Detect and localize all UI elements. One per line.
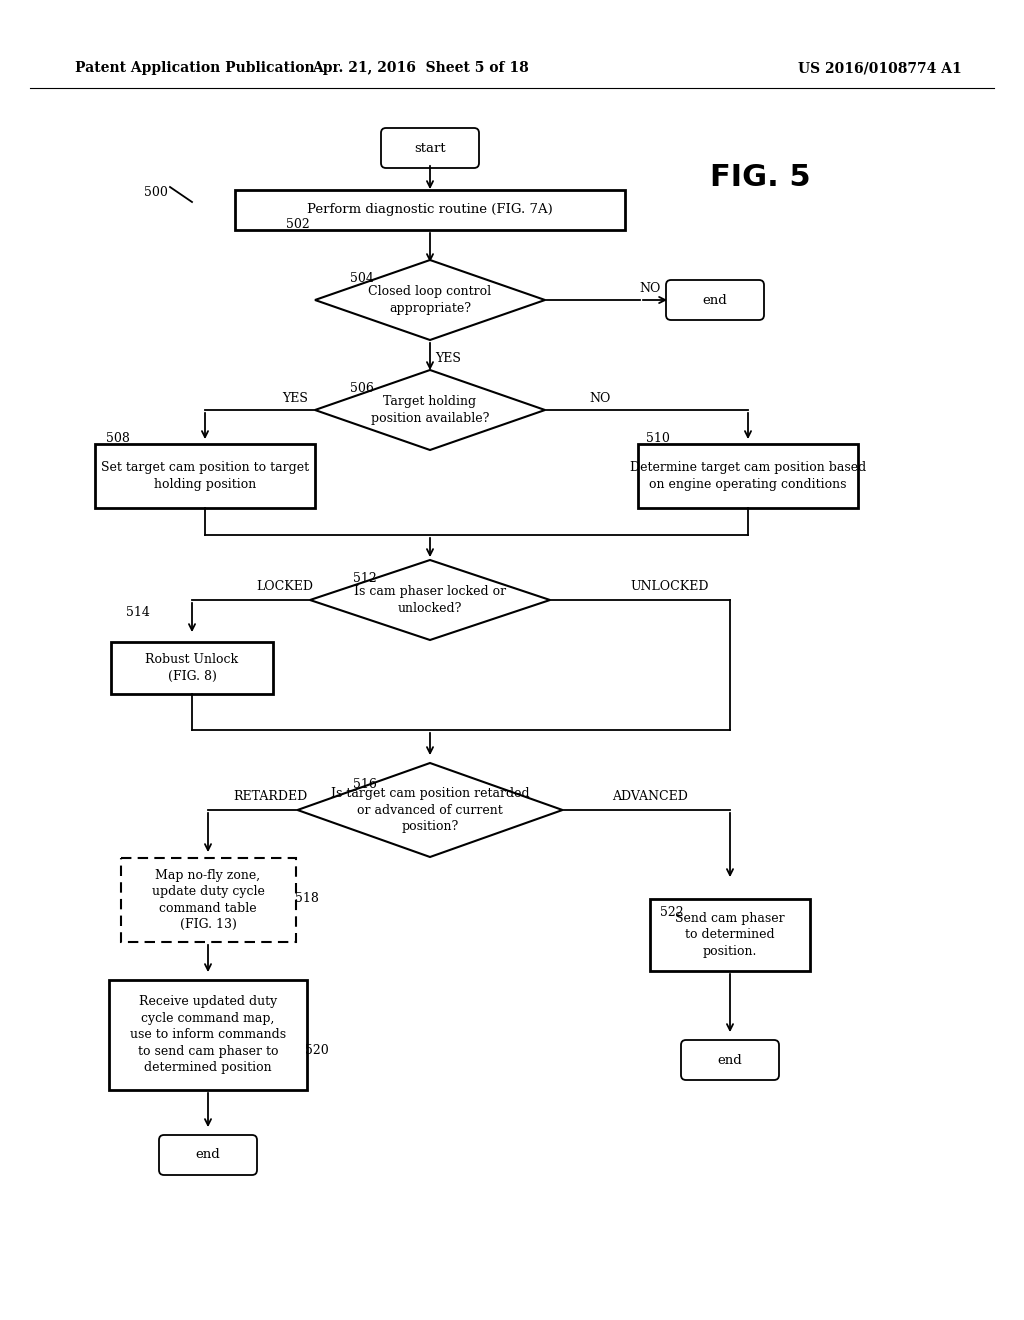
Text: Closed loop control
appropriate?: Closed loop control appropriate?	[369, 285, 492, 314]
Bar	[95, 444, 315, 508]
Text: ADVANCED: ADVANCED	[612, 789, 688, 803]
Text: YES: YES	[282, 392, 308, 404]
Text: US 2016/0108774 A1: US 2016/0108774 A1	[798, 61, 962, 75]
Text: FIG. 5: FIG. 5	[710, 164, 810, 193]
Text: 518: 518	[295, 891, 318, 904]
Polygon shape	[315, 260, 545, 341]
Text: Patent Application Publication: Patent Application Publication	[75, 61, 314, 75]
Text: Send cam phaser
to determined
position.: Send cam phaser to determined position.	[675, 912, 784, 958]
Bar	[111, 642, 273, 694]
FancyBboxPatch shape	[681, 1040, 779, 1080]
Text: 512: 512	[353, 572, 377, 585]
Text: 514: 514	[126, 606, 150, 619]
Text: YES: YES	[435, 351, 461, 364]
Polygon shape	[310, 560, 550, 640]
Text: end: end	[702, 293, 727, 306]
Text: 520: 520	[305, 1044, 329, 1056]
Text: 500: 500	[144, 186, 168, 199]
Text: end: end	[196, 1148, 220, 1162]
Text: 508: 508	[106, 432, 130, 445]
Text: 502: 502	[286, 218, 310, 231]
Polygon shape	[298, 763, 562, 857]
Text: Apr. 21, 2016  Sheet 5 of 18: Apr. 21, 2016 Sheet 5 of 18	[311, 61, 528, 75]
Text: Is cam phaser locked or
unlocked?: Is cam phaser locked or unlocked?	[354, 585, 506, 615]
Text: UNLOCKED: UNLOCKED	[631, 581, 710, 594]
Polygon shape	[315, 370, 545, 450]
Text: end: end	[718, 1053, 742, 1067]
Text: start: start	[414, 141, 445, 154]
Bar	[109, 979, 307, 1090]
Text: Target holding
position available?: Target holding position available?	[371, 395, 489, 425]
FancyBboxPatch shape	[159, 1135, 257, 1175]
Text: NO: NO	[590, 392, 610, 404]
Text: 510: 510	[646, 432, 670, 445]
FancyBboxPatch shape	[381, 128, 479, 168]
Text: Determine target cam position based
on engine operating conditions: Determine target cam position based on e…	[630, 461, 866, 491]
Text: NO: NO	[639, 282, 660, 296]
Bar	[638, 444, 858, 508]
Bar	[121, 858, 296, 942]
Text: LOCKED: LOCKED	[256, 581, 313, 594]
Bar	[650, 899, 810, 972]
Text: 504: 504	[350, 272, 374, 285]
Text: Set target cam position to target
holding position: Set target cam position to target holdin…	[101, 461, 309, 491]
Text: Map no-fly zone,
update duty cycle
command table
(FIG. 13): Map no-fly zone, update duty cycle comma…	[152, 869, 264, 931]
FancyBboxPatch shape	[666, 280, 764, 319]
Text: Is target cam position retarded
or advanced of current
position?: Is target cam position retarded or advan…	[331, 787, 529, 833]
Text: Perform diagnostic routine (FIG. 7A): Perform diagnostic routine (FIG. 7A)	[307, 203, 553, 216]
Text: Robust Unlock
(FIG. 8): Robust Unlock (FIG. 8)	[145, 653, 239, 682]
Bar	[234, 190, 625, 230]
Text: RETARDED: RETARDED	[232, 789, 307, 803]
Text: 516: 516	[353, 779, 377, 792]
Text: Receive updated duty
cycle command map,
use to inform commands
to send cam phase: Receive updated duty cycle command map, …	[130, 995, 286, 1074]
Text: 506: 506	[350, 381, 374, 395]
Text: 522: 522	[660, 906, 684, 919]
